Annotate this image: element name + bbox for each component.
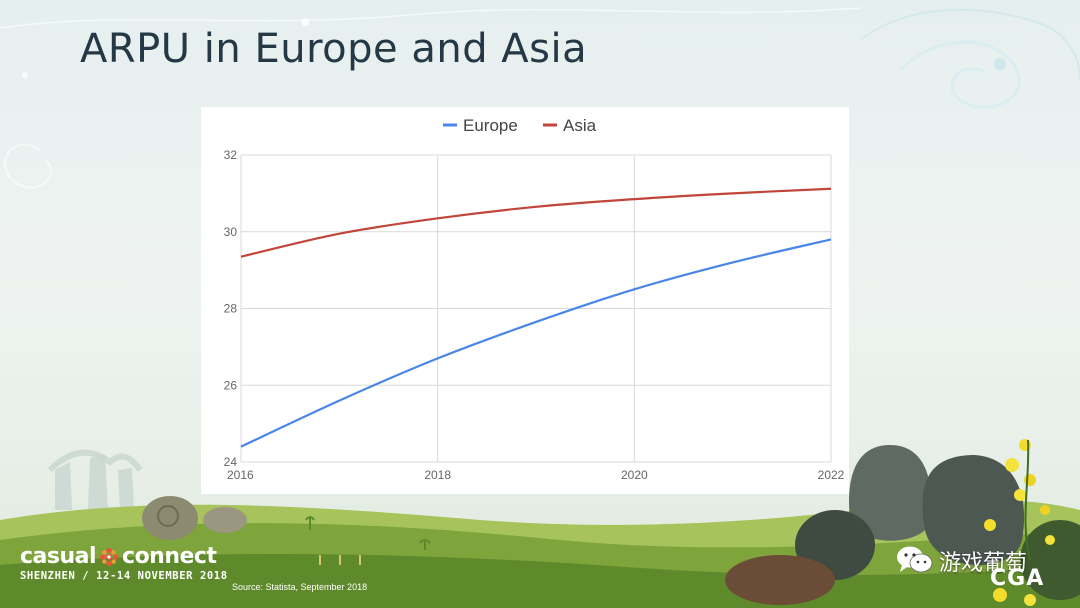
series-lines [240,187,832,448]
source-note: Source: Statista, September 2018 [232,582,368,592]
logo-brand-left: casual [20,544,97,569]
series-line-asia [240,187,832,258]
y-tick-label: 28 [224,302,238,316]
watermark-text: 游戏葡萄 [939,551,1028,576]
line-chart: 24 26 28 30 32 2016 2018 2020 2022 Europe Asia [201,107,849,494]
x-tick-label: 2018 [424,468,451,482]
x-tick-label: 2020 [621,468,648,482]
flower-icon [99,547,119,566]
legend-asia-label: Asia [563,116,597,135]
chart-canvas: 24 26 28 30 32 2016 2018 2020 2022 Europe Asia [224,116,845,482]
casual-connect-logo: casual connect SHENZHEN / 12-14 NOVEMBER… [20,544,228,582]
y-tick-label: 32 [224,148,238,162]
logo-brand-right: connect [122,544,217,569]
y-tick-label: 26 [224,378,238,392]
watermark-cga: CGA [990,566,1045,591]
legend-europe-label: Europe [463,116,518,135]
series-line-europe [240,238,832,448]
y-tick-label: 24 [224,455,238,469]
tick-labels: 24 26 28 30 32 2016 2018 2020 2022 [224,148,845,482]
slide-title: ARPU in Europe and Asia [80,26,588,72]
logo-brand: casual connect [20,544,228,569]
x-tick-label: 2016 [227,468,254,482]
grid-lines [240,154,832,463]
legend: Europe Asia [443,116,597,135]
logo-subtitle: SHENZHEN / 12-14 NOVEMBER 2018 [20,570,228,582]
y-tick-label: 30 [224,225,238,239]
wechat-icon [897,546,933,573]
x-tick-label: 2022 [818,468,845,482]
